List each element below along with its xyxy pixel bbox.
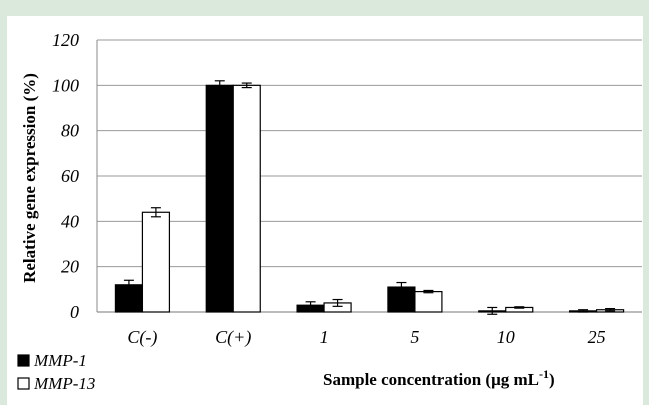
error-bar-mmp-1-1 xyxy=(214,80,225,91)
x-tick-labels: C(-) C(+) 1 5 10 25 xyxy=(127,327,605,348)
error-bar-mmp-1-0 xyxy=(123,279,134,290)
y-tick-40: 40 xyxy=(61,211,79,231)
error-bar-mmp-13-4 xyxy=(514,306,525,309)
bar-mmp-13-3 xyxy=(414,291,443,313)
x-axis-label: Sample concentration (μg mL-1) xyxy=(323,367,555,389)
x-tick-2: 1 xyxy=(320,327,329,347)
legend-label-mmp-1: MMP-1 xyxy=(33,351,87,370)
legend-item-mmp-13: MMP-13 xyxy=(17,374,95,393)
chart-panel xyxy=(7,16,643,405)
error-bar-mmp-13-1 xyxy=(241,82,252,89)
y-tick-20: 20 xyxy=(61,257,79,277)
error-bar-mmp-13-3 xyxy=(423,289,434,294)
x-tick-0: C(-) xyxy=(127,327,157,348)
legend-label-mmp-13: MMP-13 xyxy=(33,374,95,393)
x-axis-label-superscript: -1 xyxy=(539,367,549,381)
error-bar-mmp-1-4 xyxy=(487,306,498,315)
legend: MMP-1 MMP-13 xyxy=(17,351,95,393)
error-bar-mmp-13-0 xyxy=(150,207,161,218)
y-axis-label: Relative gene expression (%) xyxy=(20,73,39,283)
legend-swatch-mmp-13 xyxy=(17,377,30,390)
legend-swatch-mmp-1 xyxy=(17,354,30,367)
error-bar-mmp-13-2 xyxy=(332,298,343,307)
error-bar-mmp-1-3 xyxy=(396,281,407,293)
error-bar-mmp-1-2 xyxy=(305,301,316,310)
x-tick-5: 25 xyxy=(588,327,606,347)
x-axis-label-close: ) xyxy=(549,370,555,389)
y-tick-0: 0 xyxy=(70,302,79,322)
y-tick-120: 120 xyxy=(52,30,79,50)
x-axis-label-main: Sample concentration (μg mL xyxy=(323,370,539,389)
y-tick-labels: 0 20 40 60 80 100 120 xyxy=(52,30,79,322)
bar-mmp-1-1 xyxy=(205,84,234,313)
gridlines xyxy=(97,39,642,313)
bar-mmp-13-1 xyxy=(232,84,261,313)
x-tick-4: 10 xyxy=(497,327,515,347)
error-bar-mmp-13-5 xyxy=(605,308,616,312)
y-tick-60: 60 xyxy=(61,166,79,186)
y-tick-100: 100 xyxy=(52,75,79,95)
legend-item-mmp-1: MMP-1 xyxy=(17,351,87,370)
x-tick-3: 5 xyxy=(410,327,419,347)
x-tick-1: C(+) xyxy=(215,327,251,348)
y-tick-80: 80 xyxy=(61,121,79,141)
bar-mmp-13-0 xyxy=(141,211,171,313)
error-bar-mmp-1-5 xyxy=(578,309,589,313)
error-bars xyxy=(123,80,616,315)
bars xyxy=(114,84,625,313)
